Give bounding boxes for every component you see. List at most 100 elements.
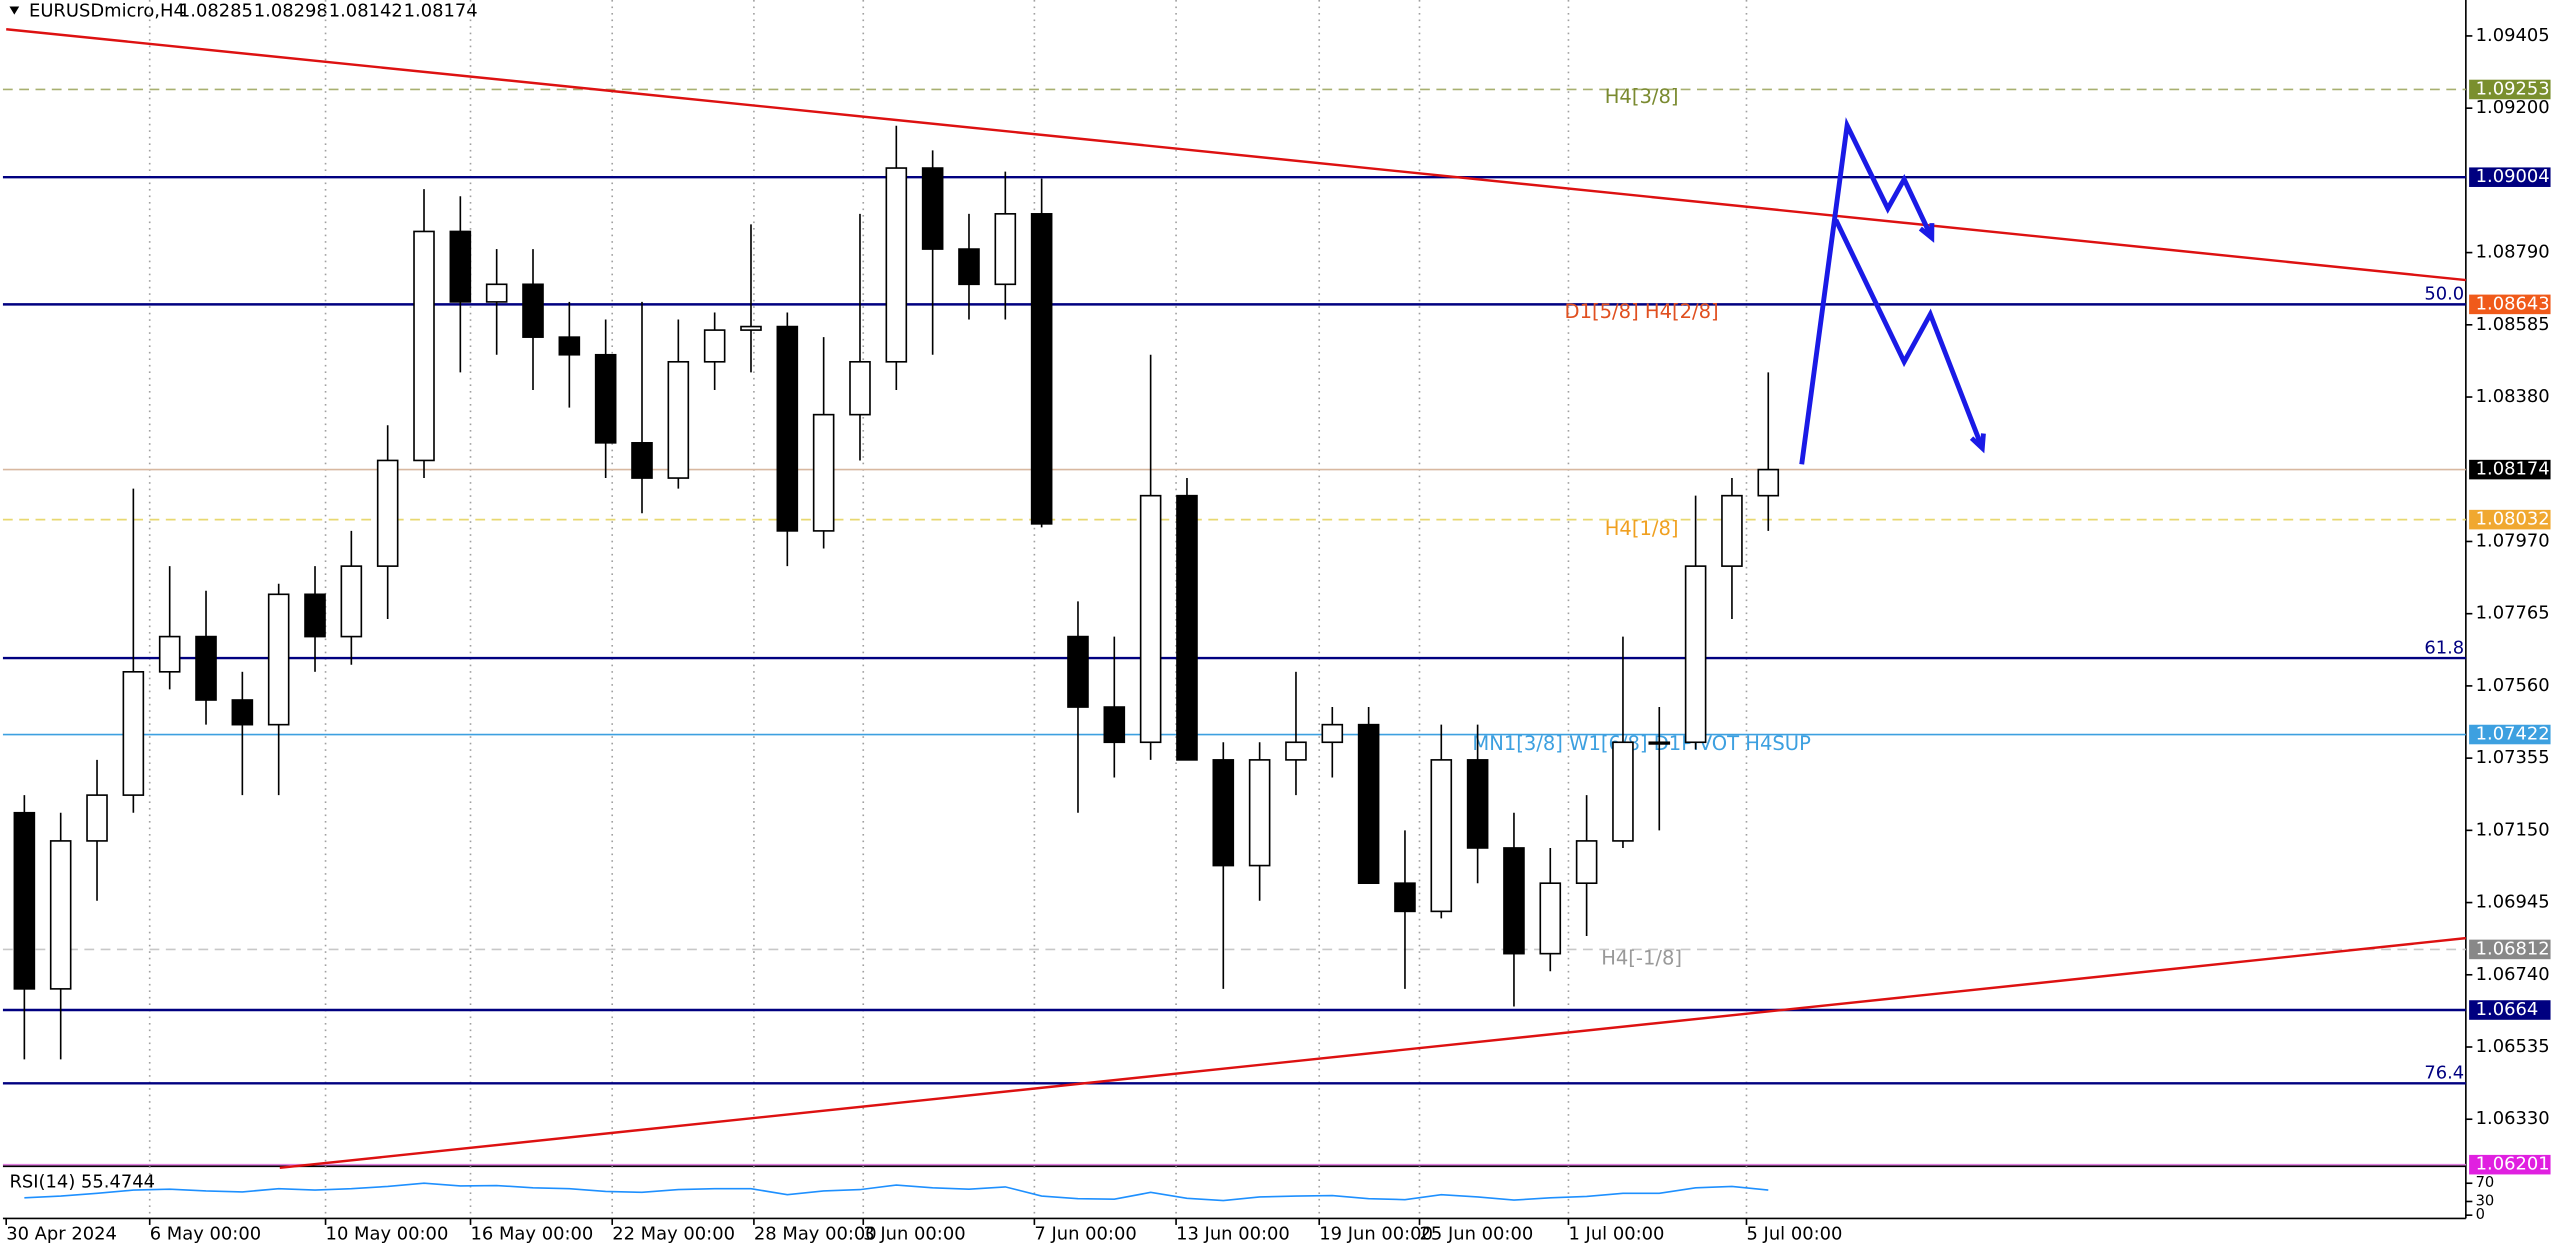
fib-label: 76.4 [2424,1063,2464,1084]
y-tick-label: 1.07355 [2476,747,2550,768]
candle-body [1176,494,1198,761]
candle-body [1103,706,1126,744]
candle-body [1757,468,1780,497]
rsi-label: RSI(14) 55.4744 [9,1172,155,1193]
price-box-label: 1.09004 [2476,166,2550,187]
level-name: H4[1/8] [1605,517,1679,540]
x-tick-label: 6 May 00:00 [150,1224,261,1245]
quote-value: 1.08142 [329,0,403,21]
price-box-label: 1.0664 [2476,999,2539,1020]
candle-body [885,167,908,363]
price-box [2469,724,2551,745]
x-tick-label: 25 Jun 00:00 [1419,1224,1533,1245]
x-tick-label: 28 May 00:00 [754,1224,877,1245]
candle-body [1430,759,1453,913]
candle-body [703,329,726,363]
y-tick-label: 1.07560 [2476,675,2550,696]
y-tick-label: 1.07150 [2476,819,2550,840]
rsi-tick-label: 70 [2476,1174,2495,1191]
price-box [2469,1000,2551,1020]
candle-body [1721,494,1743,567]
candle-body [267,593,290,726]
price-box-label: 1.07422 [2476,724,2550,745]
x-tick-label: 22 May 00:00 [612,1224,735,1245]
candle-body [340,565,363,638]
level-name: H4[3/8] [1605,85,1679,108]
candle-body [1503,847,1525,955]
price-box-label: 1.08643 [2476,293,2550,314]
trendline [6,28,2466,282]
level-name: H4[-1/8] [1601,947,1682,970]
rsi-line [24,1182,1769,1202]
candle-body [594,353,617,444]
candle-body [667,360,690,479]
candle-body [812,413,835,532]
candle-body [522,283,544,338]
candle-body [740,325,762,331]
y-tick-label: 1.06945 [2476,892,2550,913]
candle-body [86,794,108,842]
forecast-path [1799,117,1934,465]
candle-body [1612,741,1634,842]
price-box-label: 1.08174 [2476,459,2550,480]
quote-value: 1.08298 [254,0,328,21]
y-tick-label: 1.06740 [2476,964,2550,985]
candle-body [1394,882,1416,913]
candle-body [195,635,217,701]
candle-body [1357,723,1380,885]
price-box-label: 1.09253 [2476,78,2550,99]
y-tick-label: 1.09405 [2476,25,2550,46]
x-tick-label: 19 Jun 00:00 [1319,1224,1433,1245]
candle-body [1139,494,1162,744]
fib-label: 50.0 [2424,284,2464,305]
candle-body [1285,741,1307,761]
menu-arrow[interactable] [9,6,20,15]
candle-body [921,167,944,250]
candle-body [1539,882,1562,955]
trendline [279,936,2466,1170]
candle-body [1248,759,1271,867]
arrow-head [1918,223,1935,243]
x-tick-label: 10 May 00:00 [326,1224,449,1245]
y-tick-label: 1.07970 [2476,530,2550,551]
x-tick-label: 16 May 00:00 [471,1224,594,1245]
candle-body [631,442,653,479]
arrow-head [1969,433,1986,454]
candle-body [1466,759,1489,849]
candle-body [1212,759,1235,867]
y-tick-label: 1.06330 [2476,1108,2550,1129]
candle-body [304,593,326,638]
candle-body [849,360,871,416]
candle-body [994,213,1017,286]
price-box [2469,1154,2551,1175]
y-tick-label: 1.07765 [2476,603,2550,624]
x-tick-label: 13 Jun 00:00 [1176,1224,1290,1245]
price-box [2469,939,2551,960]
price-box [2469,79,2551,100]
quote-value: 1.08285 [179,0,253,21]
candle-body [1648,741,1671,745]
rsi-tick-label: 30 [2476,1192,2495,1209]
quote-value: 1.08174 [404,0,478,21]
x-tick-label: 7 Jun 00:00 [1034,1224,1136,1245]
candle-body [122,671,145,796]
fib-label: 61.8 [2424,637,2464,658]
candle-body [1321,723,1344,744]
symbol-title: EURUSDmicro,H4 [29,0,185,21]
y-tick-label: 1.06535 [2476,1036,2550,1057]
price-box [2469,294,2551,315]
level-name: D1[5/8] H4[2/8] [1565,300,1719,323]
candle-body [958,248,980,286]
y-tick-label: 1.09200 [2476,97,2550,118]
candle-body [1684,565,1707,744]
candle-body [1575,840,1598,885]
price-box-label: 1.06812 [2476,938,2550,959]
forecast-path [1833,218,1985,449]
candle-body [49,840,72,990]
x-tick-label: 30 Apr 2024 [6,1224,117,1245]
candle-body [158,635,181,673]
y-tick-label: 1.08585 [2476,314,2550,335]
candle-body [376,459,399,567]
